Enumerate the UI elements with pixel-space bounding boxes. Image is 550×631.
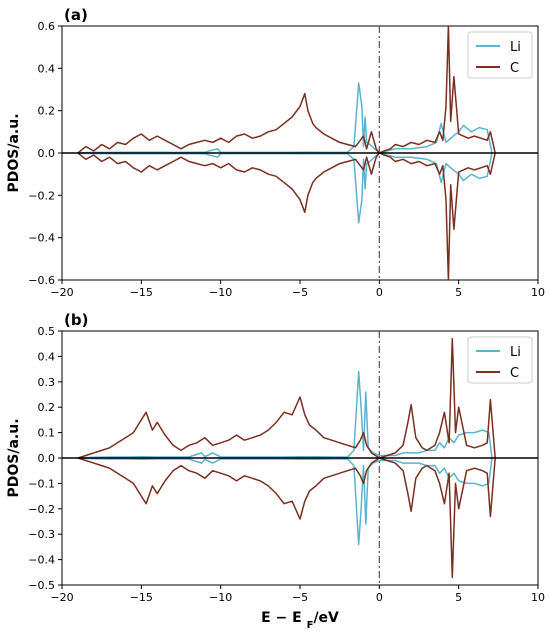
y-axis-label: PDOS/a.u. <box>6 113 22 192</box>
series-layer <box>62 331 538 585</box>
y-tick-label: −0.4 <box>28 232 55 245</box>
x-axis-label-text: E − E <box>261 610 302 626</box>
y-tick-label: −0.1 <box>28 477 55 490</box>
x-axis-label-subscript: F <box>307 620 314 631</box>
series-line-li-spin-up <box>77 370 493 459</box>
x-tick-label: −5 <box>292 591 308 604</box>
x-tick-label: −15 <box>130 286 153 299</box>
x-tick-label: 5 <box>455 286 462 299</box>
series-line-li-spin-down <box>77 457 493 546</box>
legend-label-c: C <box>510 366 519 381</box>
x-axis-label-suffix: /eV <box>313 610 339 626</box>
series-line-li-spin-up <box>77 82 493 154</box>
legend-label-c: C <box>510 61 519 76</box>
legend-label-li: Li <box>510 40 521 55</box>
series-line-li-spin-down <box>77 152 493 224</box>
series-line-c-spin-up <box>77 337 496 459</box>
y-tick-label: −0.5 <box>28 579 55 592</box>
x-tick-label: −10 <box>209 591 232 604</box>
y-tick-label: 0.5 <box>38 325 56 338</box>
ticks-layer: −20 −15 −10 −5 0 5 10 −0.5 −0.4 −0.3 −0.2 −0.1 0.0 0.… <box>28 325 545 604</box>
y-tick-label: 0.2 <box>38 105 56 118</box>
y-tick-label: 0.4 <box>38 62 56 75</box>
legend: Li C <box>467 336 533 384</box>
legend: Li C <box>467 31 533 79</box>
x-tick-label: −20 <box>50 591 73 604</box>
legend-label-li: Li <box>510 345 521 360</box>
legend-box <box>467 31 533 79</box>
panel-label: (a) <box>64 6 88 24</box>
y-tick-label: 0.0 <box>38 147 56 160</box>
panel-a: −20 −15 −10 −5 0 5 10−0.6−0.4−0.20.00.20.40.6 … <box>6 6 545 299</box>
series-line-c-spin-down <box>77 152 496 281</box>
panel-b: −20 −15 −10 −5 0 5 10 −0.5 −0.4 −0.3 −0.2 −0.1 0.0 0.… <box>6 311 545 631</box>
y-tick-label: −0.2 <box>28 503 55 516</box>
x-tick-label: −15 <box>130 591 153 604</box>
series-line-c-spin-down <box>77 457 496 579</box>
x-tick-label: 10 <box>531 591 545 604</box>
panel-label: (b) <box>64 311 88 329</box>
y-tick-label: −0.3 <box>28 528 55 541</box>
x-axis-label: E − E F/eV <box>261 610 339 631</box>
y-tick-label: 0.4 <box>38 350 56 363</box>
series-layer <box>62 25 538 281</box>
y-tick-label: −0.4 <box>28 554 55 567</box>
x-tick-label: 0 <box>376 286 383 299</box>
y-axis-label: PDOS/a.u. <box>6 418 22 497</box>
y-tick-label: −0.2 <box>28 189 55 202</box>
x-tick-label: −20 <box>50 286 73 299</box>
y-tick-label: 0.0 <box>38 452 56 465</box>
x-tick-label: 0 <box>376 591 383 604</box>
x-tick-label: −10 <box>209 286 232 299</box>
series-line-c-spin-up <box>77 25 496 154</box>
ticks-layer: −20 −15 −10 −5 0 5 10 −0.6 −0.4 −0.2 0.0 0.2 0.4 0.6 <box>28 20 545 299</box>
legend-box <box>467 336 533 384</box>
y-tick-label: 0.6 <box>38 20 56 33</box>
x-tick-label: 5 <box>455 591 462 604</box>
y-tick-label: −0.6 <box>28 274 55 287</box>
x-tick-label: 10 <box>531 286 545 299</box>
y-tick-label: 0.1 <box>38 427 56 440</box>
x-tick-label: −5 <box>292 286 308 299</box>
y-tick-label: 0.3 <box>38 376 56 389</box>
y-tick-label: 0.2 <box>38 401 56 414</box>
